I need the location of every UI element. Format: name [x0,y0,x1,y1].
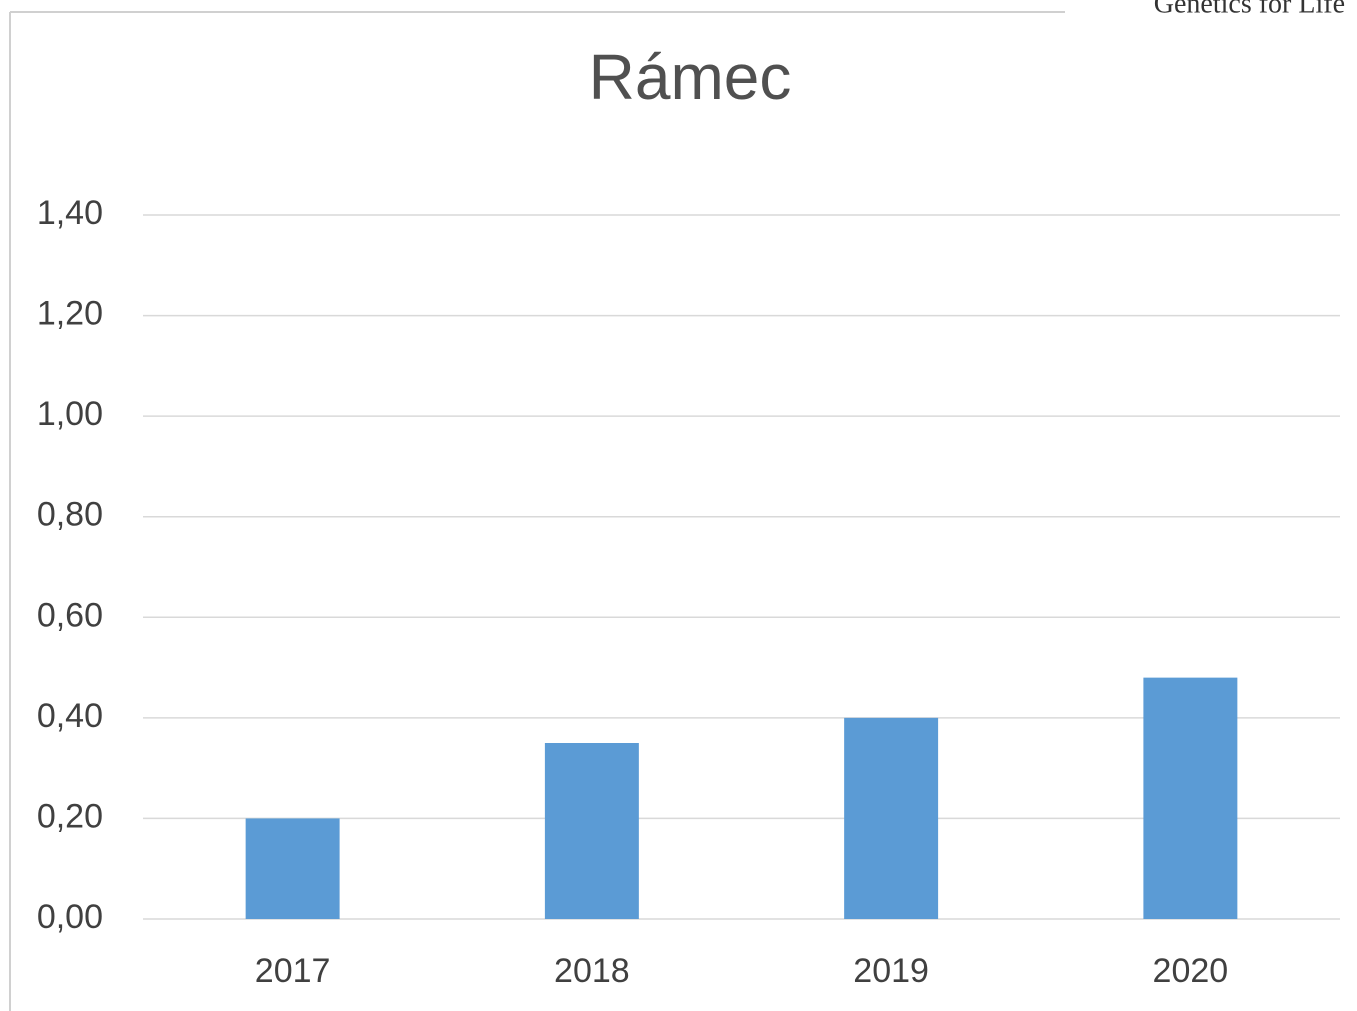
y-tick-label: 0,40 [37,697,103,735]
x-tick-label: 2018 [554,952,630,990]
chart-title: Rámec [589,41,792,113]
annotation: Genetics for Life [1154,0,1345,19]
y-tick-label: 0,60 [37,596,103,634]
x-tick-label: 2020 [1153,952,1229,990]
bar [844,717,939,919]
y-tick-label: 1,40 [37,194,103,232]
y-tick-label: 0,80 [37,496,103,534]
y-tick-label: 1,00 [37,395,103,433]
y-tick-label: 0,00 [37,898,103,936]
y-tick-label: 0,20 [37,797,103,835]
x-tick-label: 2019 [853,952,929,990]
bar [1143,677,1238,919]
bar [245,818,340,919]
bar [544,743,639,919]
x-tick-label: 2017 [255,952,331,990]
y-tick-label: 1,20 [37,295,103,333]
